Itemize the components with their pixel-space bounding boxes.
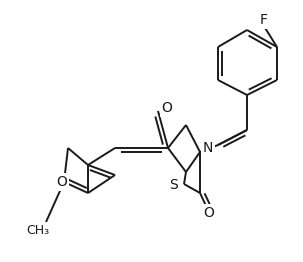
Text: N: N	[203, 141, 213, 155]
Text: O: O	[204, 206, 215, 220]
Text: F: F	[260, 13, 268, 27]
Text: O: O	[57, 175, 68, 189]
Text: O: O	[161, 101, 172, 115]
Text: CH₃: CH₃	[26, 223, 50, 237]
Text: S: S	[170, 178, 178, 192]
